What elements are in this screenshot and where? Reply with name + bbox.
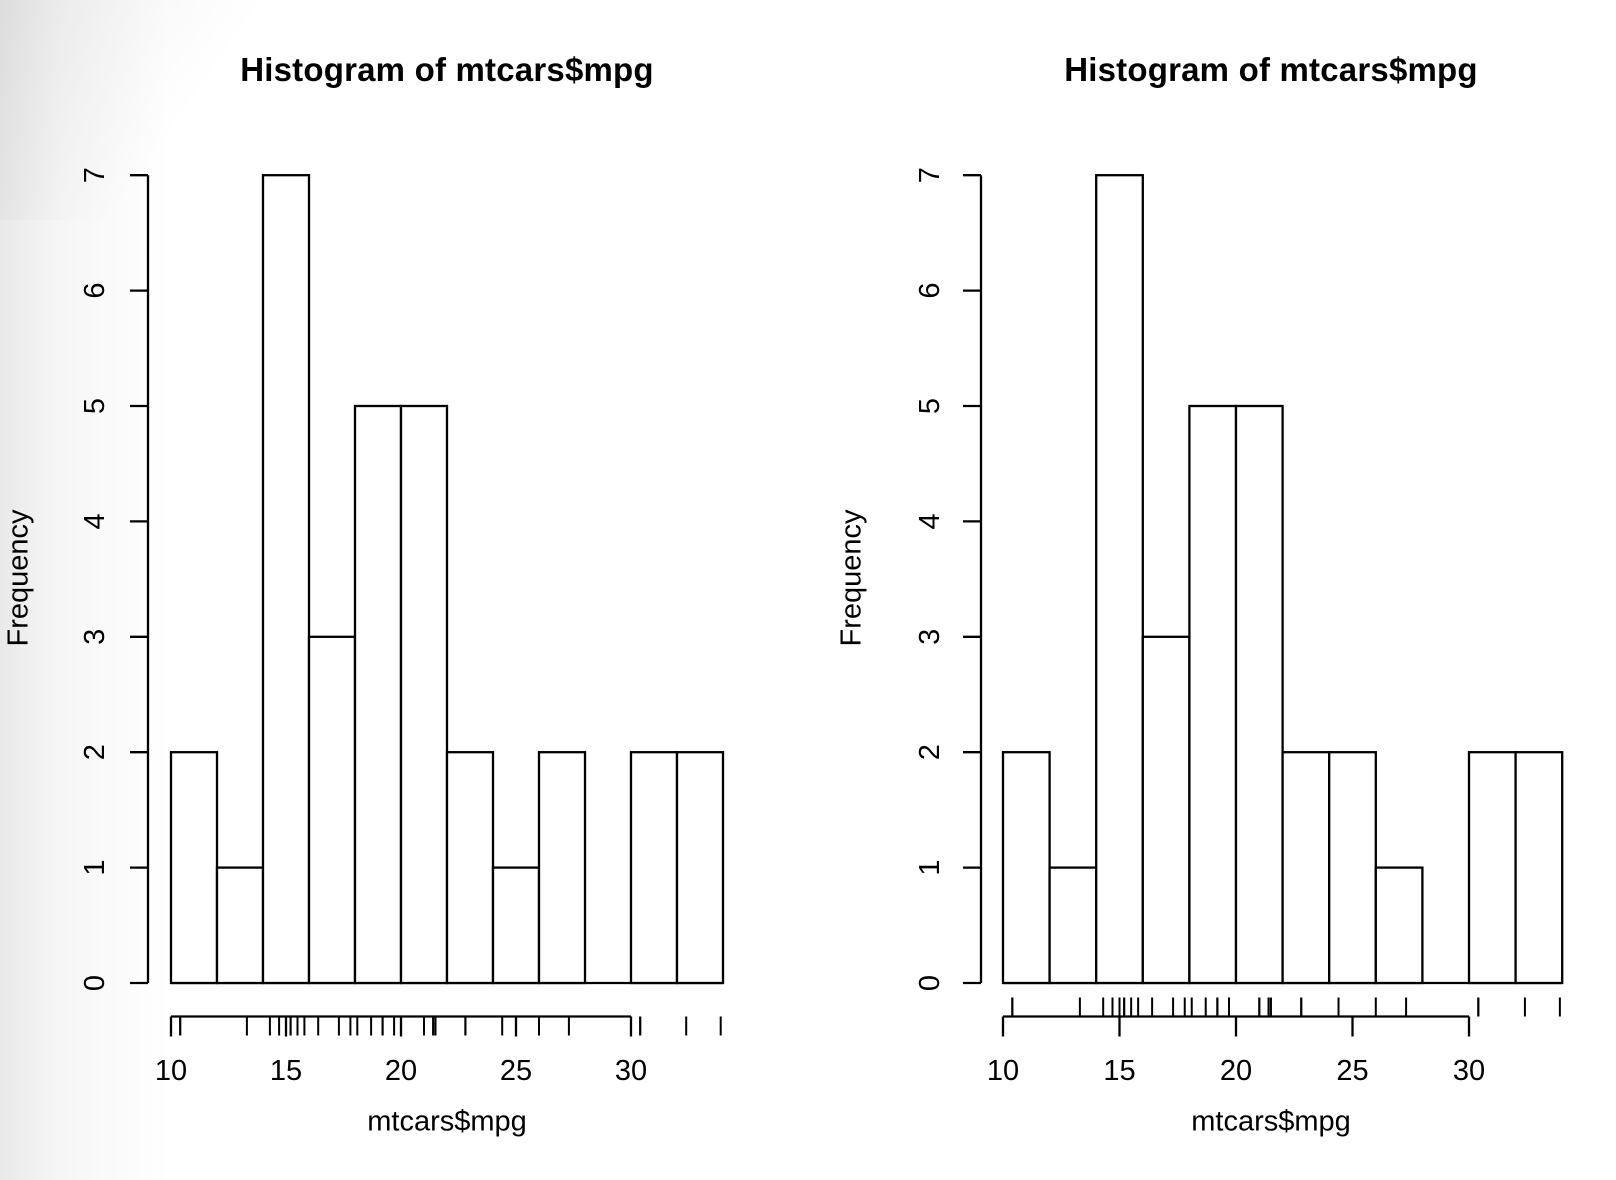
y-tick-label: 7 [79,167,111,183]
hist-bar [491,866,541,985]
y-tick-label: 6 [79,283,111,299]
y-tick-label: 1 [79,860,111,876]
hist-bar [1234,404,1284,985]
hist-bar [353,404,403,985]
left-plot-title: Histogram of mtcars$mpg [240,51,654,88]
x-tick-label: 30 [615,1055,647,1087]
y-tick-label: 2 [914,744,946,760]
y-tick-label: 6 [914,283,946,299]
right-plot-title: Histogram of mtcars$mpg [1064,51,1478,88]
x-tick-label: 10 [987,1055,1019,1087]
hist-bar [1328,751,1377,985]
y-tick-label: 4 [79,513,111,529]
hist-bar [1467,751,1517,985]
hist-bar [1095,174,1144,985]
y-tick-label: 5 [914,398,946,414]
y-tick-label: 4 [914,513,946,529]
x-tick-label: 20 [385,1055,417,1087]
hist-bar [445,751,495,985]
hist-bar [1514,751,1564,985]
hist-bar [675,751,725,985]
y-tick-label: 5 [79,398,111,414]
hist-bar [1188,404,1238,985]
x-tick-label: 10 [155,1055,187,1087]
x-tick-label: 15 [1103,1055,1135,1087]
x-tick-label: 20 [1220,1055,1252,1087]
x-tick-label: 25 [1336,1055,1368,1087]
hist-bar [1374,866,1424,985]
hist-bar [629,751,679,985]
hist-bar [399,404,449,985]
x-tick-label: 15 [270,1055,302,1087]
hist-bar [1141,635,1191,985]
hist-bar [215,866,265,985]
hist-bar [1048,866,1098,985]
y-tick-label: 0 [79,975,111,991]
hist-bar [261,174,311,985]
y-tick-label: 3 [914,629,946,645]
left-y-axis-title: Frequency [2,509,35,647]
hist-bar [537,751,587,985]
y-tick-label: 0 [914,975,946,991]
left-x-axis-title: mtcars$mpg [367,1105,527,1138]
hist-bar [1281,751,1331,985]
x-tick-label: 30 [1453,1055,1485,1087]
histogram-panel-right: 0 1 2 3 4 5 6 7 10 15 20 25 30 [914,167,1564,1087]
right-x-axis-title: mtcars$mpg [1191,1105,1351,1138]
x-tick-label: 25 [500,1055,532,1087]
right-y-axis-title: Frequency [835,509,868,647]
y-tick-label: 3 [79,629,111,645]
hist-bar [307,635,357,985]
histogram-panel-left: 0 1 2 3 4 5 6 7 10 15 20 25 30 [79,167,725,1087]
y-tick-label: 2 [79,744,111,760]
hist-bar [1001,751,1051,985]
y-tick-label: 1 [914,860,946,876]
y-tick-label: 7 [914,167,946,183]
hist-bar [169,751,219,985]
